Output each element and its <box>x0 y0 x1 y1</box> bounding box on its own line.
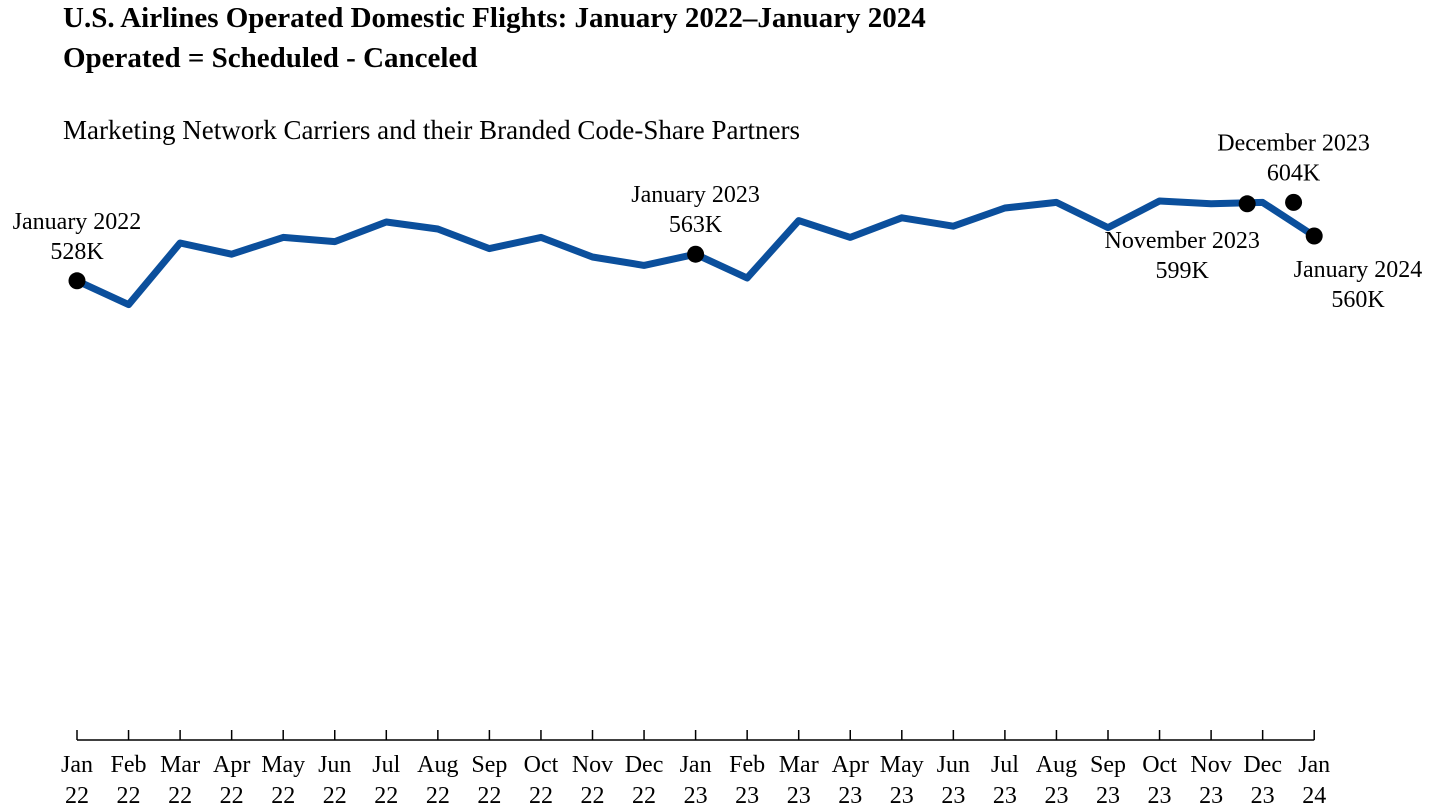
data-point-marker <box>1285 193 1303 211</box>
x-tick-label-year: 22 <box>117 783 141 809</box>
x-tick-label-year: 22 <box>477 783 501 809</box>
x-tick-label-month: Jan <box>1298 752 1330 778</box>
x-tick-label-year: 23 <box>993 783 1017 809</box>
annotation-label: November 2023 <box>1105 228 1260 254</box>
x-tick-label-year: 22 <box>632 783 656 809</box>
x-tick-label-year: 22 <box>374 783 398 809</box>
x-tick-label-month: May <box>261 752 305 778</box>
annotation-value: 604K <box>1267 160 1321 186</box>
x-tick-label-year: 23 <box>1199 783 1223 809</box>
x-tick-label-month: Oct <box>524 752 559 778</box>
x-tick-label-year: 22 <box>220 783 244 809</box>
chart-title-line-2: Operated = Scheduled - Canceled <box>63 42 478 74</box>
x-tick-label-month: Jun <box>937 752 970 778</box>
data-point-marker <box>1305 227 1323 245</box>
x-tick-label-month: Mar <box>779 752 819 778</box>
x-tick-label-year: 23 <box>1251 783 1275 809</box>
x-tick-label-month: Aug <box>417 752 458 778</box>
x-tick-label-year: 22 <box>271 783 295 809</box>
x-tick-label-month: Jan <box>680 752 712 778</box>
x-tick-label-month: Jul <box>991 752 1019 778</box>
x-tick-label-year: 24 <box>1302 783 1326 809</box>
x-tick-label-year: 22 <box>168 783 192 809</box>
chart-subtitle: Marketing Network Carriers and their Bra… <box>63 115 801 145</box>
data-point-marker <box>68 272 86 290</box>
x-tick-label-month: Nov <box>572 752 613 778</box>
x-tick-label-month: Mar <box>160 752 200 778</box>
x-tick-label-month: Nov <box>1190 752 1231 778</box>
x-tick-label-year: 22 <box>426 783 450 809</box>
annotations-layer: January 2022 528K January 2023 563K November… <box>13 130 1423 313</box>
x-tick-label-month: Dec <box>1243 752 1282 778</box>
x-tick-label-year: 22 <box>529 783 553 809</box>
annotation-label: January 2024 <box>1294 257 1423 283</box>
annotation-label: January 2023 <box>631 182 760 208</box>
markers-layer <box>68 193 1323 290</box>
annotation-label: December 2023 <box>1217 130 1370 156</box>
x-tick-label-year: 23 <box>941 783 965 809</box>
x-tick-label-year: 23 <box>1044 783 1068 809</box>
annotation-label: January 2022 <box>13 209 142 235</box>
x-tick-label-year: 22 <box>323 783 347 809</box>
x-tick-label-year: 23 <box>838 783 862 809</box>
x-tick-label-month: Apr <box>213 752 250 778</box>
x-tick-label-month: Oct <box>1142 752 1177 778</box>
x-tick-label-year: 23 <box>1148 783 1172 809</box>
annotation-value: 563K <box>669 212 723 238</box>
x-tick-label-month: Sep <box>471 752 507 778</box>
x-tick-label-year: 23 <box>787 783 811 809</box>
x-tick-label-year: 23 <box>890 783 914 809</box>
x-tick-label-month: Aug <box>1036 752 1077 778</box>
x-tick-label-month: Jul <box>372 752 400 778</box>
x-tick-label-year: 23 <box>684 783 708 809</box>
x-tick-label-month: Feb <box>111 752 147 778</box>
x-tick-label-year: 22 <box>581 783 605 809</box>
chart-title: U.S. Airlines Operated Domestic Flights:… <box>63 2 926 34</box>
x-tick-label-year: 22 <box>65 783 89 809</box>
x-tick-label-month: Jun <box>318 752 351 778</box>
x-tick-label-month: Jan <box>61 752 93 778</box>
x-tick-label-month: Sep <box>1090 752 1126 778</box>
x-tick-label-year: 23 <box>1096 783 1120 809</box>
annotation-value: 528K <box>50 239 104 265</box>
annotation-value: 560K <box>1331 287 1385 313</box>
x-tick-label-month: Apr <box>832 752 869 778</box>
x-tick-label-month: Dec <box>625 752 664 778</box>
x-axis: Jan 22 Feb 22 Mar 22 Apr 22 May 22 Jun 22 Jul 22 Aug 22… <box>61 730 1330 809</box>
x-tick-label-month: May <box>880 752 924 778</box>
x-tick-label-month: Feb <box>729 752 765 778</box>
data-point-marker <box>1238 195 1256 213</box>
annotation-value: 599K <box>1156 258 1210 284</box>
data-point-marker <box>687 245 705 263</box>
x-tick-label-year: 23 <box>735 783 759 809</box>
